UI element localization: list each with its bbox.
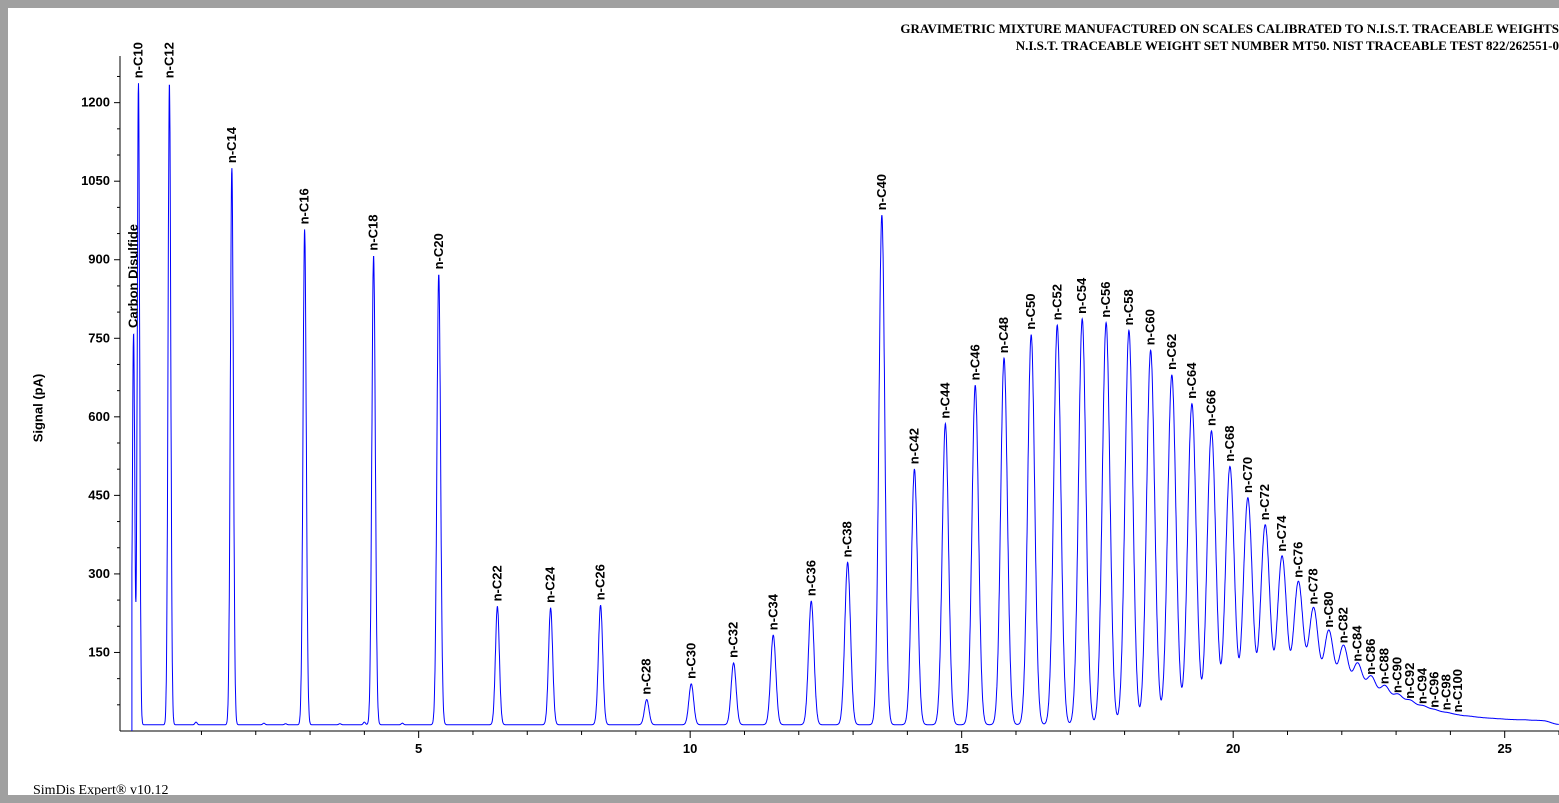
peak-label: n-C48 [996, 317, 1011, 353]
peak-label: n-C64 [1184, 362, 1199, 399]
peak-label: n-C92 [1402, 663, 1417, 699]
signal-trace-group [131, 83, 1559, 731]
peak-label: n-C96 [1427, 672, 1442, 708]
peak-label: n-C62 [1164, 334, 1179, 370]
peak-label: n-C44 [937, 382, 952, 419]
peak-label: n-C34 [765, 593, 780, 630]
peak-label: n-C98 [1439, 674, 1454, 710]
peak-label: n-C74 [1274, 515, 1289, 552]
y-tick-label: 900 [88, 252, 110, 267]
peak-label: n-C12 [161, 42, 176, 78]
peak-label: n-C16 [297, 188, 312, 224]
peak-label: n-C26 [593, 564, 608, 600]
peak-label: n-C66 [1204, 390, 1219, 426]
peak-label: n-C78 [1306, 568, 1321, 604]
y-tick-label: 750 [88, 330, 110, 345]
peak-label: n-C68 [1222, 425, 1237, 461]
peak-label: n-C84 [1350, 625, 1365, 662]
chart-title-line-2: N.I.S.T. TRACEABLE WEIGHT SET NUMBER MT5… [1015, 38, 1559, 53]
peak-label: n-C14 [224, 126, 239, 163]
peak-label: n-C42 [906, 428, 921, 464]
chart-title-line-1: GRAVIMETRIC MIXTURE MANUFACTURED ON SCAL… [900, 21, 1559, 36]
x-tick-label: 10 [683, 741, 697, 756]
peak-label: n-C70 [1240, 457, 1255, 493]
peak-label: n-C100 [1450, 669, 1465, 712]
peak-label: n-C54 [1074, 277, 1089, 314]
peak-label: n-C58 [1121, 289, 1136, 325]
x-tick-label: 5 [415, 741, 422, 756]
peak-label: n-C80 [1321, 591, 1336, 627]
peak-label: n-C20 [431, 233, 446, 269]
y-axis-label: Signal (pA) [30, 373, 46, 443]
peak-labels: Carbon Disulfide n-C10 n-C12 n-C14 n-C16 n-C1… [126, 42, 1465, 712]
peak-label: n-C88 [1377, 648, 1392, 684]
peak-label: n-C94 [1415, 667, 1430, 704]
peak-label: n-C30 [683, 643, 698, 679]
peak-label: n-C24 [543, 566, 558, 603]
peak-label: n-C56 [1098, 281, 1113, 317]
peak-label: n-C46 [967, 344, 982, 380]
chromatogram-chart: 150 300 450 600 750 900 1050 1200 5 10 15 20 25 Carb… [81, 42, 1559, 756]
y-tick-label: 1050 [81, 173, 110, 188]
peak-label: n-C60 [1143, 309, 1158, 345]
peak-label: n-C18 [366, 214, 381, 250]
axes: 150 300 450 600 750 900 1050 1200 5 10 15 20 25 [81, 56, 1559, 756]
peak-label: n-C38 [840, 521, 855, 557]
peak-label: n-C72 [1257, 484, 1272, 520]
peak-label: n-C82 [1335, 607, 1350, 643]
y-tick-label: 300 [88, 566, 110, 581]
peak-label: n-C40 [874, 174, 889, 210]
peak-label: n-C52 [1049, 284, 1064, 320]
peak-label: n-C28 [639, 658, 654, 694]
peak-label: n-C36 [803, 560, 818, 596]
peak-label: n-C50 [1023, 293, 1038, 329]
peak-label: n-C22 [489, 565, 504, 601]
peak-label: n-C90 [1390, 657, 1405, 693]
signal-trace [131, 83, 1559, 731]
x-tick-label: 20 [1226, 741, 1240, 756]
x-tick-label: 15 [954, 741, 968, 756]
peak-label: Carbon Disulfide [126, 224, 141, 328]
peak-label: n-C76 [1290, 542, 1305, 578]
y-tick-label: 600 [88, 409, 110, 424]
peak-label: n-C32 [726, 622, 741, 658]
peak-label: n-C86 [1363, 639, 1378, 675]
y-tick-label: 450 [88, 487, 110, 502]
software-version-label: SimDis Expert® v10.12 [33, 783, 169, 795]
y-tick-label: 150 [88, 644, 110, 659]
chart-panel: 150 300 450 600 750 900 1050 1200 5 10 15 20 25 Carb… [8, 8, 1559, 795]
y-tick-label: 1200 [81, 95, 110, 110]
peak-label: n-C10 [131, 42, 146, 78]
x-tick-label: 25 [1497, 741, 1511, 756]
